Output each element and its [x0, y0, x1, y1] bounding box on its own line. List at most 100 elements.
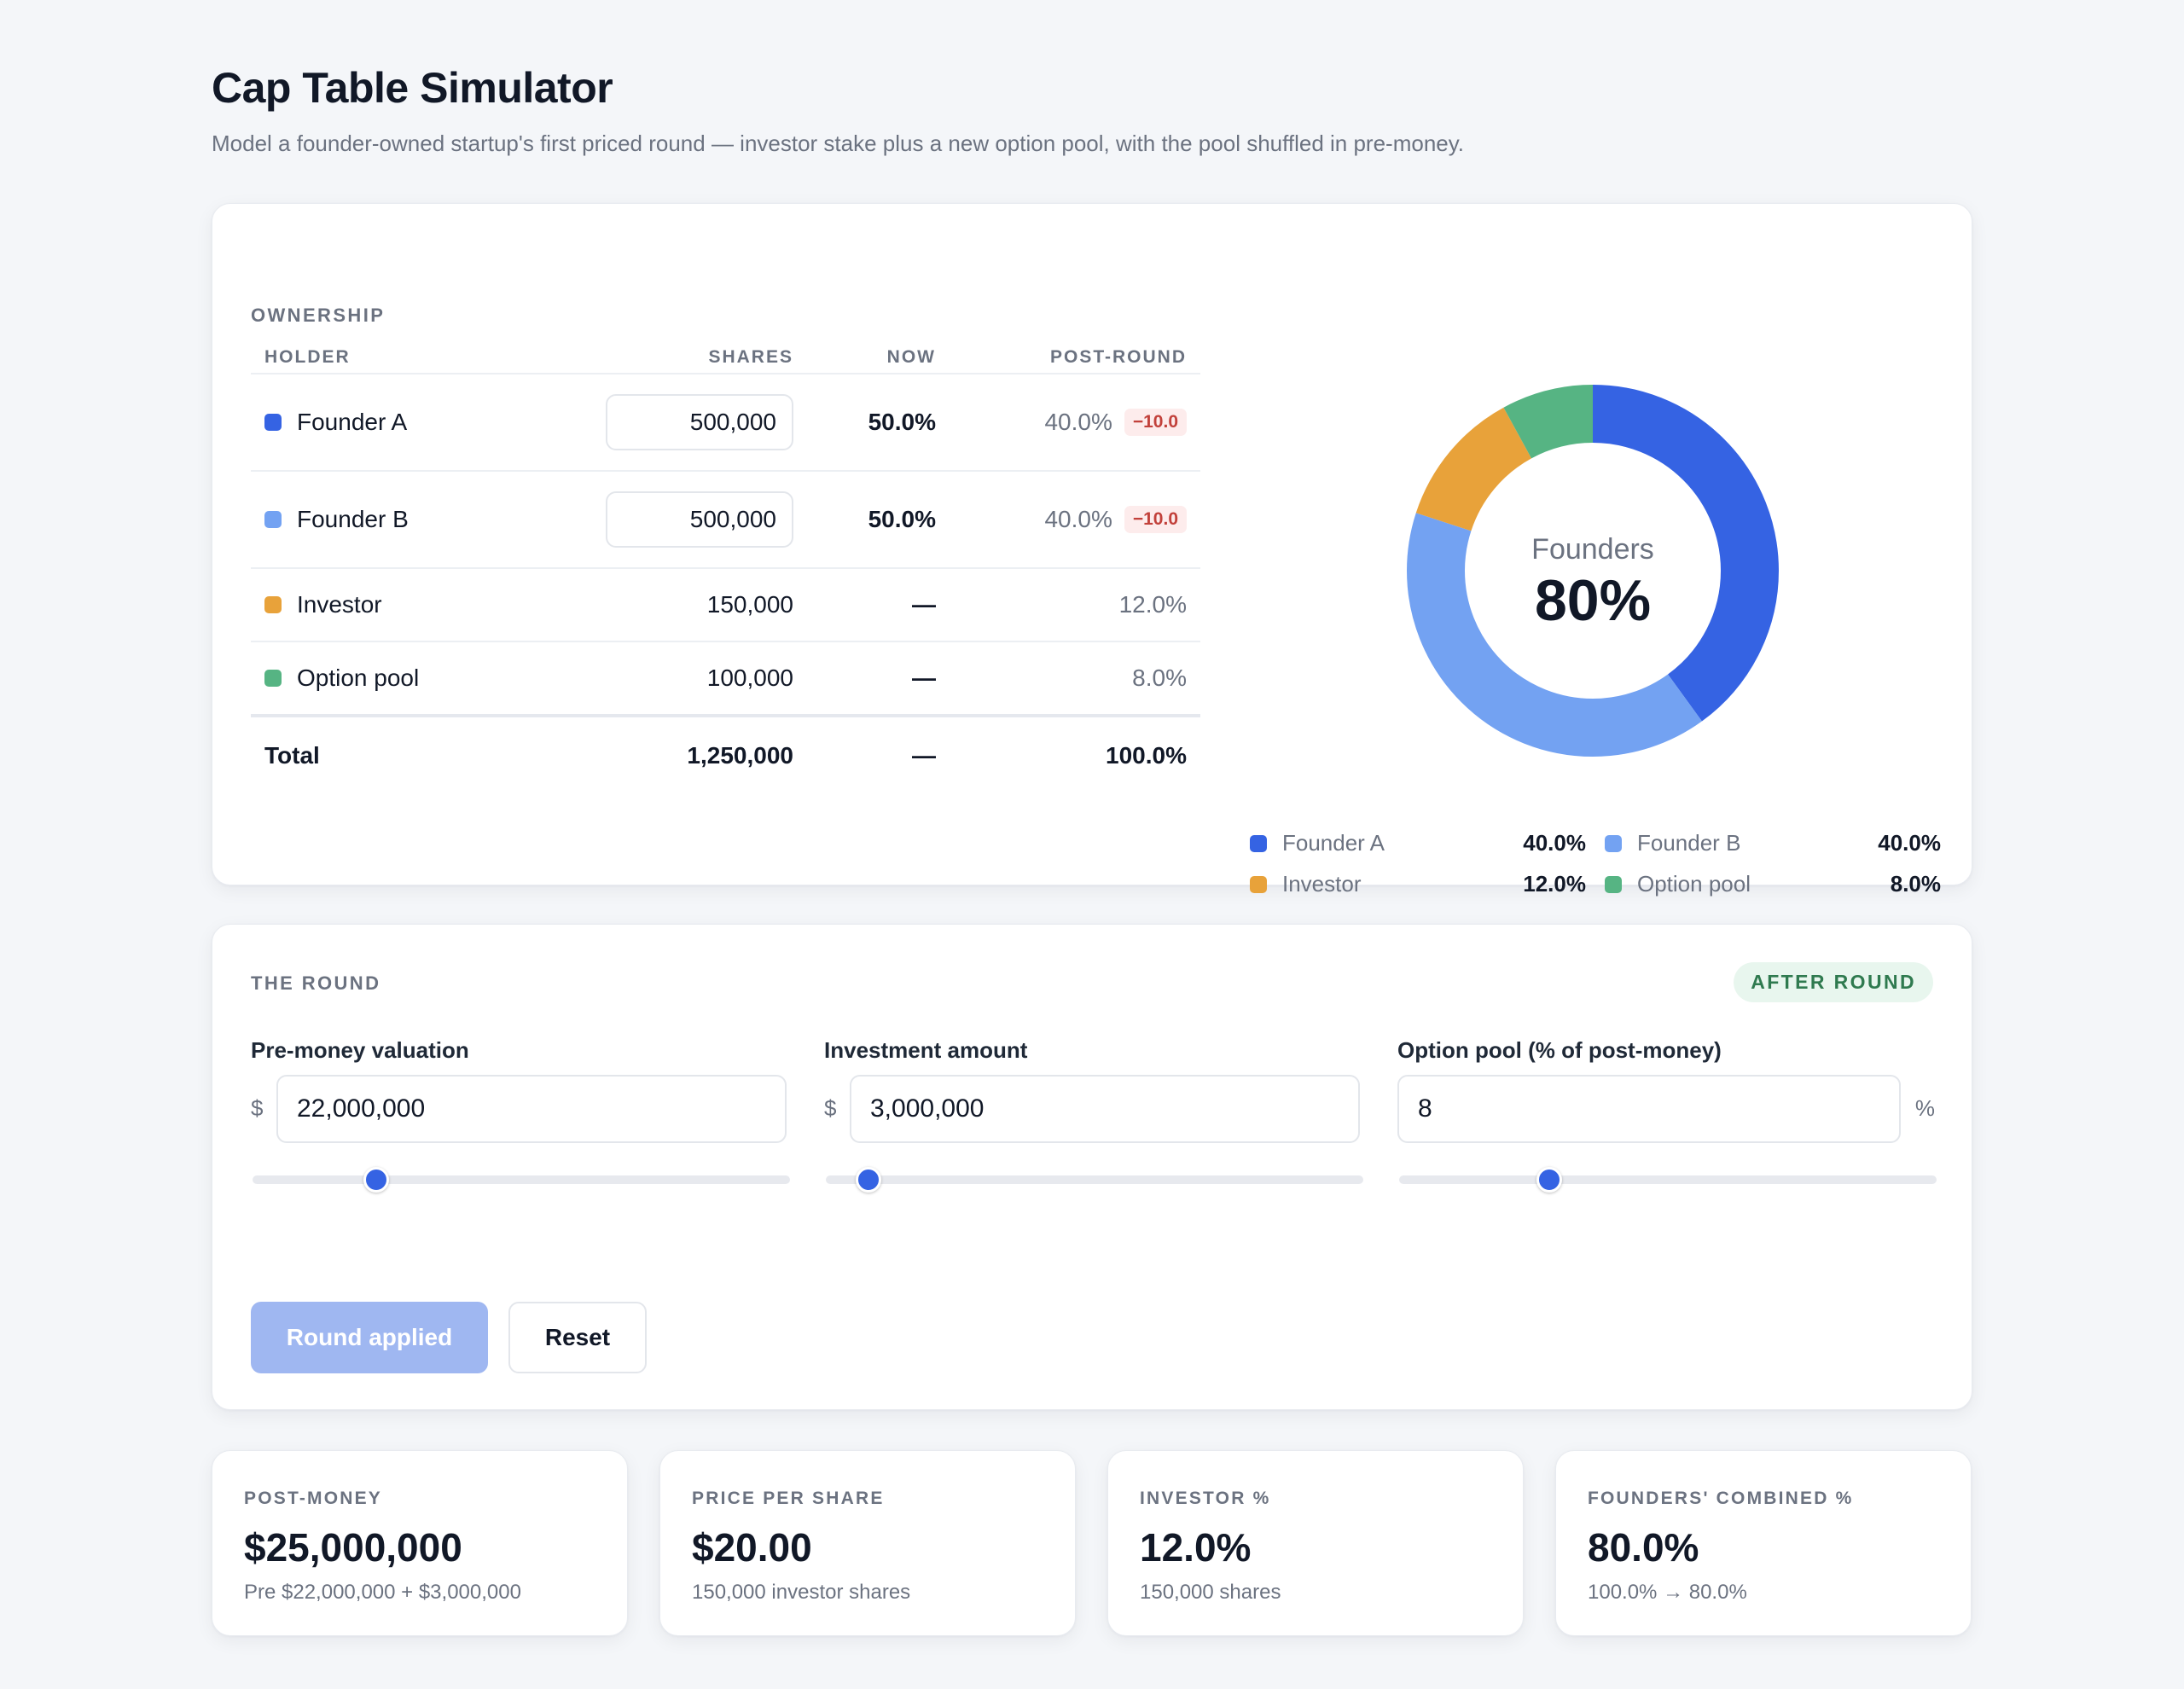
investment-field: Investment amount $ 3,000,000: [824, 1037, 1363, 1193]
stat-label: POST-MONEY: [244, 1489, 383, 1508]
stat-subtext: 150,000 investor shares: [692, 1581, 911, 1604]
percent-suffix: %: [1914, 1095, 1935, 1121]
now-percent: 50.0%: [868, 409, 936, 435]
holder-cell: Founder B: [264, 506, 409, 533]
option-pool-label: Option pool (% of post-money): [1397, 1037, 1722, 1063]
option-pool-color-dot: [264, 670, 282, 687]
holder-cell: Founder A: [264, 409, 407, 436]
founder-a-color-dot: [264, 414, 282, 431]
legend-item-investor: Investor: [1250, 871, 1362, 897]
post-percent: 40.0%: [1044, 409, 1112, 435]
dollar-prefix: $: [251, 1095, 264, 1121]
founder-b-color-dot: [264, 511, 282, 528]
pre-money-input-wrap: $ 22,000,000: [251, 1075, 788, 1143]
round-card: THE ROUND AFTER ROUND Pre-money valuatio…: [212, 924, 1972, 1410]
pre-money-slider[interactable]: [253, 1167, 790, 1193]
stat-value: 12.0%: [1140, 1525, 1252, 1570]
option-pool-input[interactable]: 8: [1397, 1075, 1901, 1143]
total-shares: 1,250,000: [687, 742, 793, 769]
legend-dot: [1605, 875, 1622, 893]
legend-value: 12.0%: [1523, 871, 1586, 897]
post-round-cell: 12.0%: [1119, 591, 1187, 618]
ownership-section-label: OWNERSHIP: [251, 305, 386, 326]
legend-value: 40.0%: [1878, 830, 1941, 856]
stat-subtext: 100.0% → 80.0%: [1588, 1581, 1747, 1604]
table-row-total: Total 1,250,000 — 100.0%: [251, 714, 1200, 794]
option-pool-field: Option pool (% of post-money) 8 %: [1397, 1037, 1937, 1193]
post-round-cell: 40.0% −10.0: [1044, 409, 1187, 436]
round-section-label: THE ROUND: [251, 972, 381, 994]
stat-value: $25,000,000: [244, 1525, 462, 1570]
stat-subtext: 150,000 shares: [1140, 1581, 1281, 1604]
total-post: 100.0%: [1106, 742, 1187, 769]
legend-label: Founder B: [1637, 830, 1741, 856]
table-row-option-pool: Option pool 100,000 — 8.0%: [251, 642, 1200, 716]
holder-name: Option pool: [297, 665, 420, 691]
founder-b-shares-input[interactable]: 500,000: [606, 491, 793, 548]
post-percent: 40.0%: [1044, 506, 1112, 532]
legend-label: Founder A: [1282, 830, 1385, 856]
column-shares: SHARES: [708, 347, 793, 367]
slider-thumb[interactable]: [1536, 1167, 1563, 1193]
stat-label: INVESTOR %: [1140, 1489, 1271, 1508]
stat-value: 80.0%: [1588, 1525, 1699, 1570]
holder-name: Investor: [297, 591, 382, 618]
post-round-cell: 8.0%: [1132, 665, 1187, 692]
delta-badge: −10.0: [1124, 409, 1187, 436]
option-pool-slider[interactable]: [1399, 1167, 1937, 1193]
legend-label: Investor: [1282, 871, 1362, 897]
legend-item-option-pool: Option pool: [1605, 871, 1751, 897]
stat-card-price-per-share: PRICE PER SHARE $20.00 150,000 investor …: [659, 1450, 1076, 1636]
ownership-card: OWNERSHIP HOLDER SHARES NOW POST-ROUND F…: [212, 203, 1972, 897]
table-row-founder-b: Founder B 500,000 50.0% 40.0% −10.0: [251, 472, 1200, 569]
slider-thumb[interactable]: [856, 1167, 882, 1193]
stat-subtext: Pre $22,000,000 + $3,000,000: [244, 1581, 521, 1604]
post-percent: 12.0%: [1118, 591, 1187, 618]
pre-money-field: Pre-money valuation $ 22,000,000: [251, 1037, 790, 1193]
page-title: Cap Table Simulator: [212, 64, 613, 112]
investment-slider[interactable]: [826, 1167, 1363, 1193]
legend-dot: [1250, 834, 1267, 852]
investment-input-wrap: $ 3,000,000: [824, 1075, 1362, 1143]
total-label: Total: [264, 742, 320, 769]
legend-label: Option pool: [1637, 871, 1751, 897]
post-percent: 8.0%: [1132, 665, 1187, 691]
founder-a-shares-input[interactable]: 500,000: [606, 394, 793, 450]
stat-card-founders-combined: FOUNDERS' COMBINED % 80.0% 100.0% → 80.0…: [1555, 1450, 1972, 1636]
now-percent: —: [912, 665, 936, 691]
legend-value: 8.0%: [1890, 871, 1941, 897]
stat-card-investor-percent: INVESTOR % 12.0% 150,000 shares: [1107, 1450, 1524, 1636]
donut-center-value: 80%: [1534, 568, 1652, 633]
table-row-founder-a: Founder A 500,000 50.0% 40.0% −10.0: [251, 374, 1200, 472]
slider-thumb[interactable]: [363, 1167, 389, 1193]
option-pool-input-wrap: 8 %: [1397, 1075, 1935, 1143]
status-badge: AFTER ROUND: [1734, 962, 1933, 1002]
stat-label: PRICE PER SHARE: [692, 1489, 885, 1508]
legend-item-founder-a: Founder A: [1250, 830, 1385, 856]
donut-slice-founder-b: [1407, 385, 1779, 757]
legend-value: 40.0%: [1523, 830, 1586, 856]
total-post-percent: 100.0%: [1106, 742, 1187, 769]
table-row-investor: Investor 150,000 — 12.0%: [251, 569, 1200, 642]
now-percent: —: [912, 591, 936, 618]
stat-value: $20.00: [692, 1525, 812, 1570]
pre-money-input[interactable]: 22,000,000: [276, 1075, 787, 1143]
page: Cap Table Simulator Model a founder-owne…: [212, 60, 1972, 1636]
reset-button[interactable]: Reset: [508, 1302, 647, 1373]
holder-cell: Investor: [264, 591, 382, 618]
legend-dot: [1605, 834, 1622, 852]
stat-label: FOUNDERS' COMBINED %: [1588, 1489, 1854, 1508]
ownership-donut-chart: [1407, 385, 1779, 757]
holder-cell: Option pool: [264, 665, 419, 692]
donut-slice-option-pool: [1407, 385, 1779, 757]
column-now: NOW: [886, 347, 936, 367]
round-applied-button[interactable]: Round applied: [251, 1302, 488, 1373]
page-subtitle: Model a founder-owned startup's first pr…: [212, 131, 1465, 156]
holder-name: Founder A: [297, 409, 408, 435]
dollar-prefix: $: [824, 1095, 837, 1121]
holder-name: Founder B: [297, 506, 409, 532]
investment-input[interactable]: 3,000,000: [850, 1075, 1360, 1143]
column-holder: HOLDER: [264, 347, 351, 367]
shares-value: 150,000: [706, 591, 793, 618]
delta-badge: −10.0: [1124, 506, 1187, 533]
